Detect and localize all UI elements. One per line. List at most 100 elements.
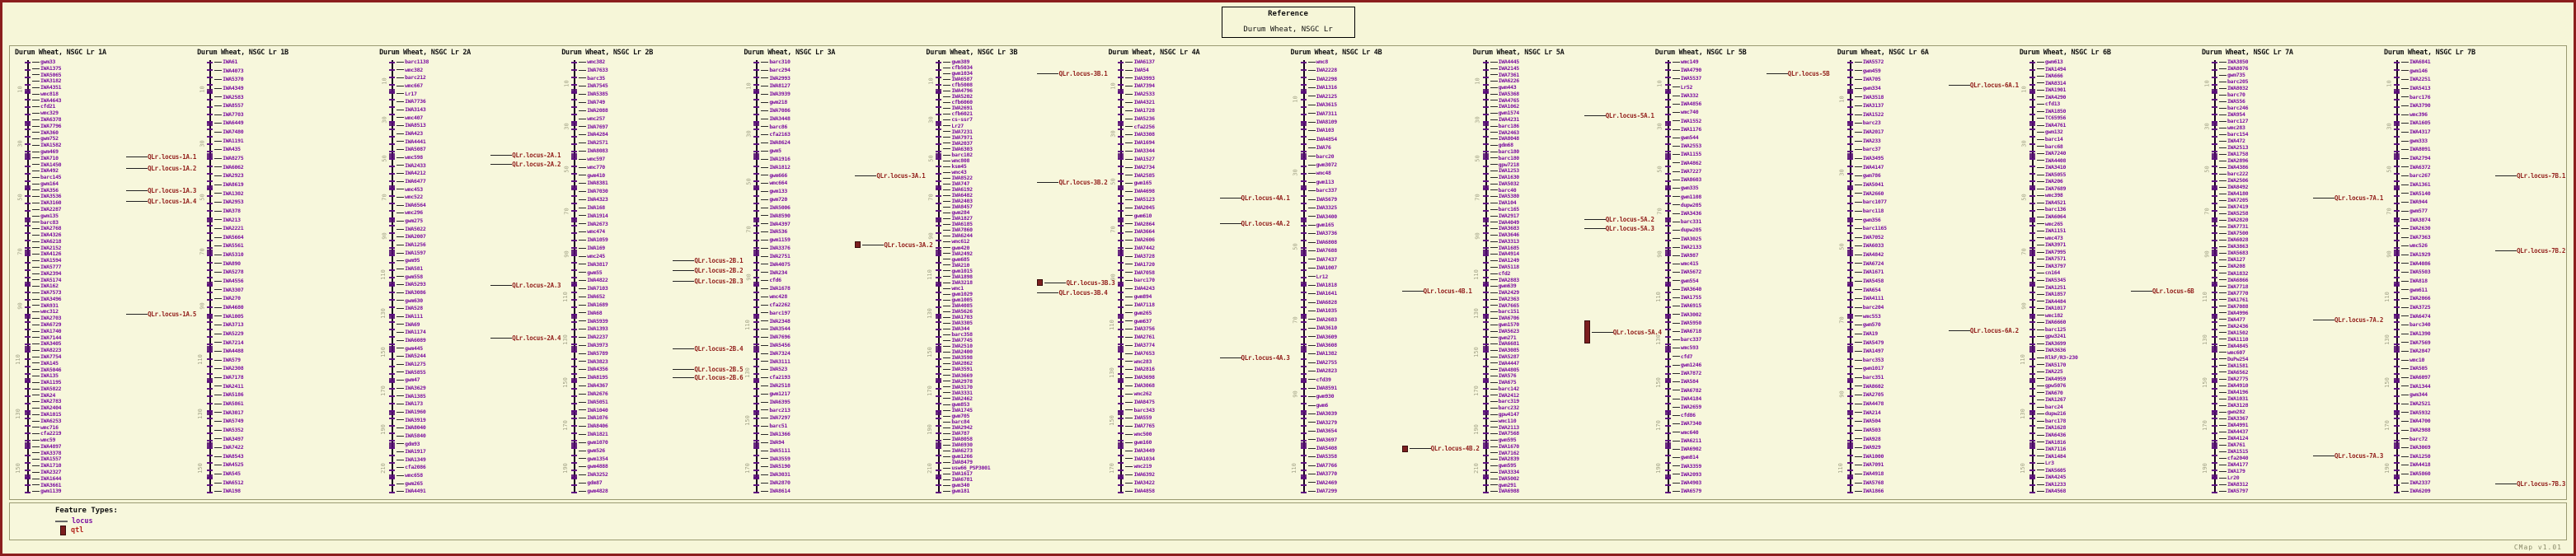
marker-label[interactable]: gwm389	[951, 58, 970, 65]
marker-label[interactable]: IWA5293	[405, 281, 426, 288]
marker-label[interactable]: wmc10	[2409, 356, 2425, 363]
marker-label[interactable]: barc267	[2409, 172, 2431, 180]
marker-label[interactable]: IWA3669	[951, 371, 973, 379]
marker-label[interactable]: IWA5413	[2409, 84, 2431, 91]
marker-label[interactable]: IWA5679	[1316, 195, 1338, 203]
marker-label[interactable]: barc176	[2409, 93, 2431, 100]
marker-label[interactable]: IWA7324	[769, 349, 791, 357]
marker-label[interactable]: barc23	[1862, 119, 1881, 127]
marker-label[interactable]: IWA6587	[951, 76, 973, 83]
marker-label[interactable]: IWA8619	[223, 180, 244, 188]
marker-label[interactable]: IWA6474	[2409, 312, 2431, 320]
marker-label[interactable]: barc83	[40, 218, 59, 226]
marker-label[interactable]: IWA214	[1862, 409, 1881, 416]
marker-label[interactable]: IWA1866	[1862, 488, 1884, 495]
marker-label[interactable]: IWA1035	[1316, 307, 1338, 315]
marker-label[interactable]: barc205	[2226, 78, 2249, 86]
marker-label[interactable]: IWA3608	[1316, 341, 1338, 348]
marker-label[interactable]: IWA3496	[40, 295, 62, 302]
marker-label[interactable]: IWA6033	[1862, 242, 1884, 250]
marker-label[interactable]: IWA4796	[951, 87, 973, 95]
marker-label[interactable]: IWA4086	[2409, 259, 2431, 267]
marker-label[interactable]: IWA7703	[223, 110, 244, 118]
marker-label[interactable]: IWA1316	[1316, 84, 1338, 91]
marker-label[interactable]: IWA2734	[1133, 163, 1155, 171]
marker-label[interactable]: dupw205	[1680, 227, 1702, 234]
marker-label[interactable]: IWA1253	[1498, 167, 1520, 175]
marker-label[interactable]: gwm1570	[1498, 321, 1520, 329]
marker-label[interactable]: wmc415	[1680, 260, 1699, 268]
marker-label[interactable]: IWA1176	[1680, 125, 1702, 133]
marker-label[interactable]: IWA6782	[1680, 386, 1702, 394]
marker-label[interactable]: IWA2883	[1498, 276, 1520, 283]
marker-label[interactable]: IWA4862	[1680, 159, 1702, 166]
marker-label[interactable]: IWA2870	[769, 479, 791, 487]
marker-label[interactable]: IWA559	[1133, 414, 1152, 422]
marker-label[interactable]: IWA2660	[1862, 189, 1884, 197]
marker-label[interactable]: IWA5626	[951, 308, 973, 315]
marker-label[interactable]: IWA145	[40, 359, 59, 367]
marker-label[interactable]: barc165	[1498, 205, 1520, 213]
marker-label[interactable]: IWA1522	[1862, 110, 1884, 118]
marker-label[interactable]: IWA360	[40, 128, 59, 136]
qtl-label[interactable]: QLr.locus-4B.2	[1430, 445, 1480, 453]
marker-label[interactable]: IWA2394	[40, 269, 62, 277]
marker-label[interactable]: barc294	[769, 66, 791, 73]
marker-label[interactable]: gwm160	[1133, 438, 1152, 446]
marker-label[interactable]: IWA5087	[405, 146, 426, 153]
marker-label[interactable]: IWA492	[40, 167, 59, 175]
marker-label[interactable]: gwm1159	[769, 236, 791, 244]
marker-label[interactable]: cfb5034	[951, 64, 973, 72]
marker-label[interactable]: IWA3863	[2226, 243, 2249, 250]
marker-label[interactable]: IWA5051	[587, 398, 608, 405]
marker-label[interactable]: barc353	[1862, 356, 1884, 363]
marker-label[interactable]: cfb5008	[951, 82, 973, 89]
marker-label[interactable]: cfa2040	[2226, 454, 2249, 461]
marker-label[interactable]: IWA127	[2226, 256, 2245, 264]
marker-label[interactable]: IWA6988	[1498, 488, 1520, 495]
marker-label[interactable]: gwm469	[40, 147, 59, 155]
marker-label[interactable]: IWA2513	[2226, 144, 2249, 152]
marker-label[interactable]: IWA3919	[405, 416, 426, 423]
marker-label[interactable]: IWA4761	[2044, 121, 2067, 128]
marker-label[interactable]: gwm1029	[951, 290, 973, 297]
marker-label[interactable]: cfa2262	[769, 301, 791, 308]
marker-label[interactable]: IWA4073	[223, 67, 244, 74]
marker-label[interactable]: gwm445	[405, 344, 423, 352]
marker-label[interactable]: wmc808	[951, 157, 970, 164]
marker-label[interactable]: IWA3790	[2409, 102, 2431, 110]
marker-label[interactable]: IWA3646	[1498, 231, 1520, 239]
marker-label[interactable]: IWA4180	[2226, 190, 2249, 198]
marker-label[interactable]: IWA6841	[2409, 58, 2431, 65]
marker-label[interactable]: IWA4897	[40, 442, 62, 450]
marker-label[interactable]: IWA5123	[1133, 196, 1155, 203]
marker-label[interactable]: IWA4643	[40, 96, 62, 104]
marker-label[interactable]: barc72	[2409, 435, 2428, 442]
marker-label[interactable]: IWA928	[1862, 435, 1881, 442]
marker-label[interactable]: IWA4698	[1133, 188, 1155, 195]
marker-label[interactable]: IWA5244	[405, 353, 426, 360]
map-title[interactable]: Durum Wheat, NSGC Lr 7B	[2384, 49, 2475, 57]
marker-label[interactable]: IWA7995	[2044, 248, 2067, 255]
marker-label[interactable]: IWA6579	[1680, 488, 1702, 495]
marker-label[interactable]: IWA4386	[2226, 164, 2249, 171]
marker-label[interactable]: IWA675	[1498, 379, 1517, 386]
qtl-label[interactable]: QLr.locus-2A.1	[512, 152, 561, 160]
marker-label[interactable]: IWA2152	[40, 244, 62, 251]
marker-label[interactable]: IWA8513	[405, 122, 426, 129]
marker-label[interactable]: RlkF/R3-230	[2044, 353, 2078, 361]
marker-label[interactable]: IWA1040	[587, 406, 608, 413]
marker-label[interactable]: IWA4568	[2044, 488, 2067, 495]
marker-label[interactable]: wmc382	[587, 58, 605, 65]
marker-label[interactable]: gwm459	[1862, 67, 1881, 74]
marker-label[interactable]: IWA6808	[1316, 238, 1338, 245]
marker-label[interactable]: IWA5368	[1498, 90, 1520, 97]
marker-label[interactable]: IWA3797	[2044, 262, 2067, 269]
marker-label[interactable]: IWA103	[1316, 127, 1335, 134]
marker-label[interactable]: IWA5605	[2044, 466, 2067, 474]
marker-label[interactable]: IWA3279	[1316, 418, 1338, 426]
marker-label[interactable]: IWA2429	[1498, 289, 1520, 297]
marker-label[interactable]: gwm544	[1680, 133, 1699, 141]
marker-label[interactable]: cfa2219	[40, 430, 62, 437]
marker-label[interactable]: IWA3774	[1133, 341, 1155, 348]
